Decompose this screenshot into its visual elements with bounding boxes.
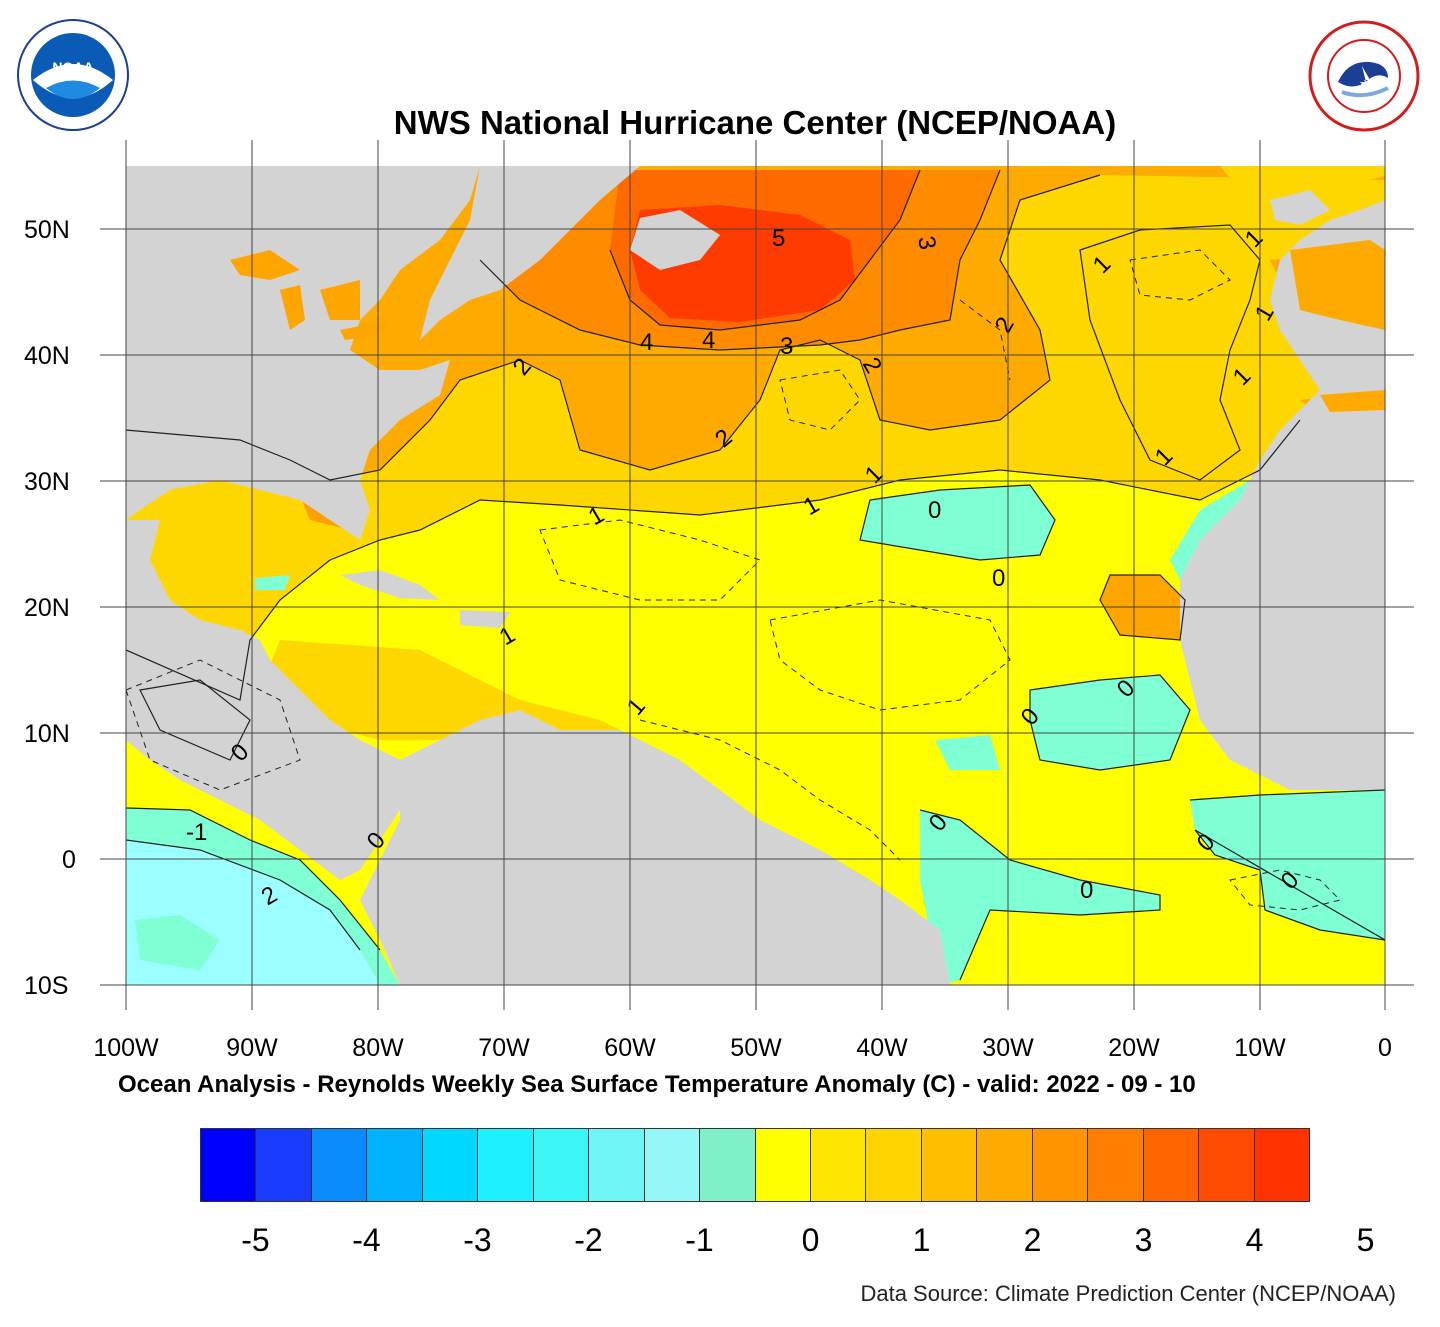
lon-axis-labels: 100W 90W 80W 70W 60W 50W 40W 30W 20W 10W… (93, 1034, 1392, 1062)
contour-dashed (126, 249, 1341, 911)
colorbar-cell (866, 1129, 922, 1201)
anomaly-neg-central (860, 485, 1055, 560)
land-uk (1270, 190, 1330, 225)
colorbar-cell (977, 1129, 1033, 1201)
lat-tick-label: 20N (24, 594, 70, 622)
land-north-america (126, 166, 480, 540)
sst-anomaly-map: 5 3 4 4 3 2 2 2 2 1 1 1 1 1 1 1 1 1 1 0 … (24, 140, 1414, 1062)
anomaly-neg-small (935, 735, 1000, 770)
land-canada-east (420, 166, 640, 340)
land-mexico-central-america (126, 520, 420, 880)
lat-tick-label: 10N (24, 720, 70, 748)
anomaly-lake-huron (320, 280, 360, 320)
lon-tick-label: 100W (93, 1034, 159, 1062)
colorbar-cell (700, 1129, 756, 1201)
lon-tick-label: 50W (730, 1034, 782, 1062)
anomaly-neg-east (1030, 675, 1190, 770)
colorbar-tick-label: -5 (241, 1222, 270, 1258)
data-source: Data Source: Climate Prediction Center (… (860, 1281, 1396, 1306)
colorbar-cell (589, 1129, 645, 1201)
colorbar-cell (755, 1129, 811, 1201)
lon-tick-label: 60W (604, 1034, 656, 1062)
anomaly-neg-pocket (135, 915, 220, 970)
anomaly-north-sea (1290, 240, 1385, 330)
lon-tick-label: 20W (1108, 1034, 1160, 1062)
anomaly-med (1320, 390, 1385, 412)
noaa-logo-icon: NOAA (16, 18, 130, 132)
colorbar-tick-label: -3 (463, 1222, 492, 1258)
colorbar-tick-label: -2 (574, 1222, 603, 1258)
lon-tick-label: 30W (982, 1034, 1034, 1062)
lon-tick-label: 80W (352, 1034, 404, 1062)
colorbar-cell (1254, 1129, 1310, 1201)
contour-label: 4 (640, 329, 653, 356)
anomaly-lake-superior (230, 250, 300, 280)
colorbar-cell (311, 1129, 368, 1201)
colorbar-tick-label: 0 (801, 1222, 820, 1258)
lat-tick-label: 40N (24, 342, 70, 370)
lon-tick-label: 70W (478, 1034, 530, 1062)
land-newfoundland (630, 210, 720, 270)
colorbar-tick-label: 4 (1245, 1222, 1264, 1258)
colorbar-tick-label: -1 (685, 1222, 714, 1258)
lon-tick-label: 90W (226, 1034, 278, 1062)
page-title: NWS National Hurricane Center (NCEP/NOAA… (393, 104, 1117, 141)
colorbar-tick-label: 3 (1134, 1222, 1153, 1258)
colorbar-cell (478, 1129, 534, 1201)
colorbar-cell (367, 1129, 423, 1201)
anomaly-uk (1220, 166, 1385, 200)
lon-tick-label: 40W (856, 1034, 908, 1062)
contour-label: 3 (780, 333, 793, 360)
colorbar-cell (256, 1129, 312, 1201)
colorbar-cell (201, 1129, 257, 1201)
contour-label: 4 (702, 327, 715, 354)
nws-logo-icon (1308, 20, 1420, 132)
colorbar-cell (1032, 1129, 1089, 1201)
lon-tick-label: 10W (1234, 1034, 1286, 1062)
contour-label: 5 (772, 225, 785, 252)
lon-tick-label: 0 (1378, 1034, 1392, 1062)
colorbar-cell (921, 1129, 978, 1201)
land-hispaniola (460, 610, 510, 628)
colorbar-cell (1143, 1129, 1200, 1201)
colorbar-tick-label: 2 (1023, 1222, 1042, 1258)
colorbar-cell (422, 1129, 479, 1201)
noaa-logo-text: NOAA (52, 59, 93, 75)
anomaly-neg-gulf-guinea (1190, 790, 1385, 940)
land-cuba (340, 570, 440, 600)
lat-tick-label: 10S (24, 972, 68, 1000)
contour-label: 0 (992, 565, 1005, 592)
map-subtitle: Ocean Analysis - Reynolds Weekly Sea Sur… (118, 1071, 1196, 1098)
lat-tick-label: 0 (62, 846, 76, 874)
lat-axis-labels: 50N 40N 30N 20N 10N 0 10S (24, 216, 76, 1000)
anomaly-neg-equator (920, 810, 1160, 985)
grid-lines (100, 140, 1414, 1010)
colorbar (200, 1128, 1310, 1202)
anomaly-lake-michigan (280, 285, 305, 330)
anomaly-neg-yucatan (255, 575, 290, 590)
lat-tick-label: 50N (24, 216, 70, 244)
land-south-america (360, 710, 950, 985)
colorbar-cell (1199, 1129, 1255, 1201)
colorbar-tick-label: 5 (1356, 1222, 1375, 1258)
land-europe-africa (1020, 166, 1385, 790)
colorbar-cell (644, 1129, 701, 1201)
contour-label: 0 (1080, 877, 1093, 904)
contour-label: 0 (928, 497, 941, 524)
colorbar-cell (1088, 1129, 1144, 1201)
colorbar-tick-label: -4 (352, 1222, 381, 1258)
colorbar-tick-label: 1 (912, 1222, 931, 1258)
lat-tick-label: 30N (24, 468, 70, 496)
colorbar-cell (533, 1129, 590, 1201)
contour-label: -1 (186, 819, 207, 846)
contour-label: 3 (912, 234, 941, 252)
colorbar-cell (810, 1129, 867, 1201)
